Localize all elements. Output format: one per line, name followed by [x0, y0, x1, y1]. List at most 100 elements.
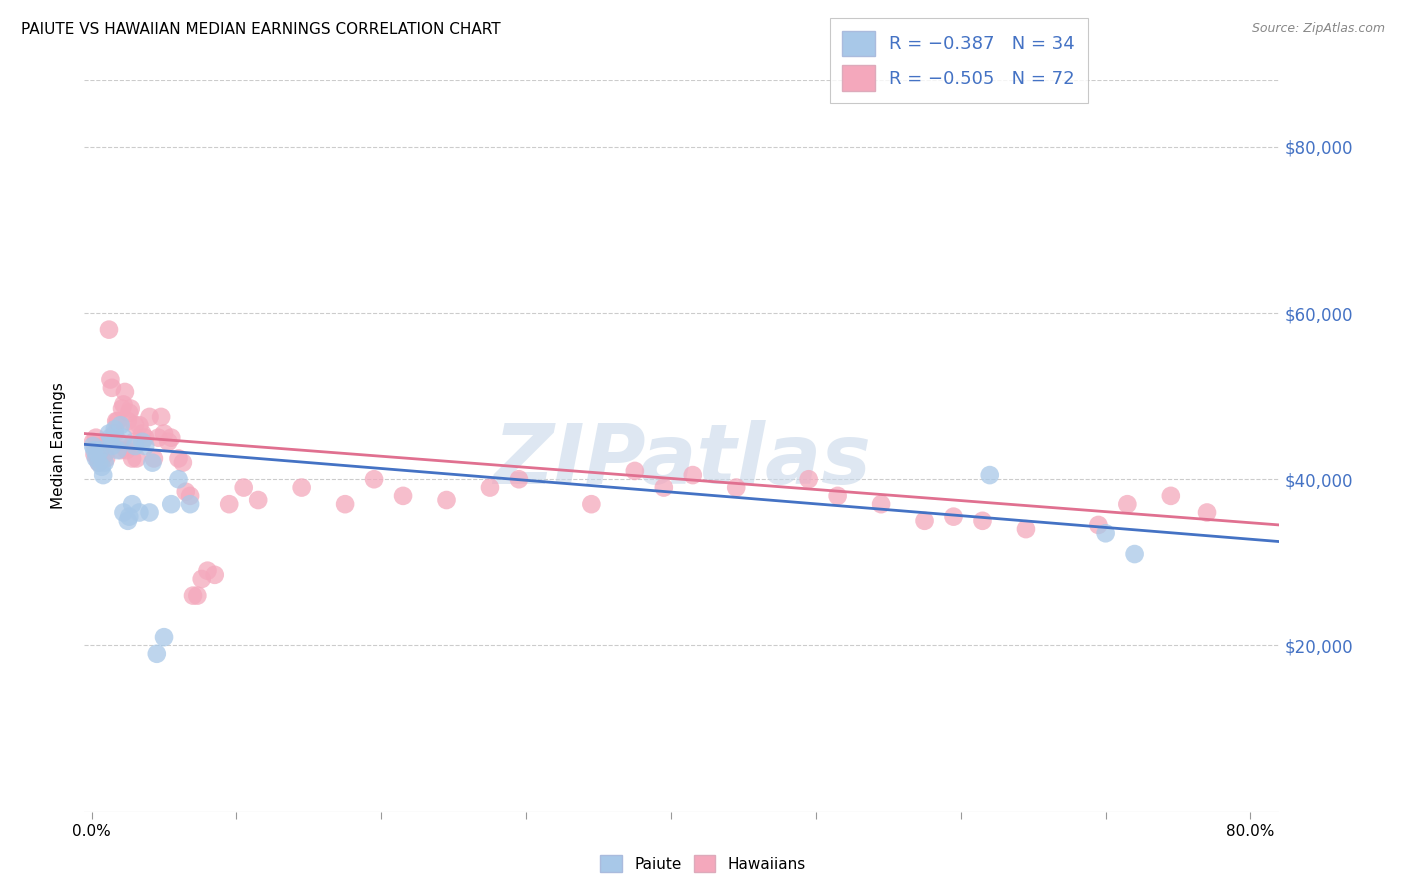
Point: [197, 564, 219, 578]
Point: [1087, 518, 1109, 533]
Point: [93, 456, 115, 470]
Point: [148, 431, 170, 445]
Point: [1195, 506, 1218, 520]
Point: [131, 434, 153, 449]
Point: [89, 443, 111, 458]
Point: [90, 451, 112, 466]
Point: [160, 431, 183, 445]
Point: [104, 426, 127, 441]
Point: [101, 381, 124, 395]
Point: [115, 443, 138, 458]
Point: [90, 459, 112, 474]
Point: [98, 323, 121, 337]
Point: [682, 468, 704, 483]
Point: [150, 409, 173, 424]
Point: [112, 397, 135, 411]
Point: [181, 589, 204, 603]
Point: [108, 434, 131, 449]
Point: [624, 464, 647, 478]
Point: [86, 447, 108, 461]
Point: [179, 489, 201, 503]
Y-axis label: Median Earnings: Median Earnings: [51, 383, 66, 509]
Point: [157, 434, 180, 449]
Text: Source: ZipAtlas.com: Source: ZipAtlas.com: [1251, 22, 1385, 36]
Point: [87, 456, 110, 470]
Point: [125, 451, 148, 466]
Point: [138, 409, 160, 424]
Text: ZIPatlas: ZIPatlas: [494, 420, 870, 501]
Point: [174, 484, 197, 499]
Point: [128, 418, 150, 433]
Point: [392, 489, 415, 503]
Text: PAIUTE VS HAWAIIAN MEDIAN EARNINGS CORRELATION CHART: PAIUTE VS HAWAIIAN MEDIAN EARNINGS CORRE…: [21, 22, 501, 37]
Point: [83, 443, 105, 458]
Point: [333, 497, 356, 511]
Point: [82, 434, 104, 449]
Point: [124, 418, 146, 433]
Point: [91, 468, 114, 483]
Point: [172, 456, 194, 470]
Point: [870, 497, 893, 511]
Point: [363, 472, 385, 486]
Point: [112, 431, 135, 445]
Point: [93, 447, 115, 461]
Point: [797, 472, 820, 486]
Point: [134, 439, 156, 453]
Point: [114, 384, 136, 399]
Point: [124, 439, 146, 453]
Point: [652, 481, 675, 495]
Point: [1123, 547, 1146, 561]
Point: [121, 451, 143, 466]
Point: [1094, 526, 1116, 541]
Point: [247, 493, 270, 508]
Point: [725, 481, 748, 495]
Point: [87, 456, 110, 470]
Point: [101, 439, 124, 453]
Point: [218, 497, 240, 511]
Point: [1160, 489, 1182, 503]
Point: [118, 406, 141, 420]
Point: [128, 506, 150, 520]
Point: [167, 472, 190, 486]
Point: [105, 414, 128, 428]
Point: [186, 589, 208, 603]
Point: [100, 431, 122, 445]
Point: [104, 422, 127, 436]
Point: [118, 509, 141, 524]
Point: [508, 472, 530, 486]
Point: [110, 443, 132, 458]
Point: [112, 506, 135, 520]
Point: [204, 567, 226, 582]
Point: [94, 451, 117, 466]
Point: [1116, 497, 1139, 511]
Point: [122, 434, 145, 449]
Point: [190, 572, 212, 586]
Point: [581, 497, 603, 511]
Point: [100, 372, 122, 386]
Point: [117, 514, 139, 528]
Point: [141, 456, 163, 470]
Point: [121, 497, 143, 511]
Point: [131, 426, 153, 441]
Point: [232, 481, 254, 495]
Point: [914, 514, 936, 528]
Point: [138, 506, 160, 520]
Point: [91, 439, 114, 453]
Point: [107, 414, 129, 428]
Point: [153, 426, 176, 441]
Point: [86, 451, 108, 466]
Point: [160, 497, 183, 511]
Point: [179, 497, 201, 511]
Point: [111, 401, 134, 416]
Point: [972, 514, 994, 528]
Point: [942, 509, 965, 524]
Point: [84, 451, 107, 466]
Point: [291, 481, 314, 495]
Point: [89, 443, 111, 458]
Point: [117, 414, 139, 428]
Point: [153, 630, 176, 644]
Point: [146, 647, 169, 661]
Point: [83, 447, 105, 461]
Legend: Paiute, Hawaiians: Paiute, Hawaiians: [593, 847, 813, 880]
Point: [478, 481, 501, 495]
